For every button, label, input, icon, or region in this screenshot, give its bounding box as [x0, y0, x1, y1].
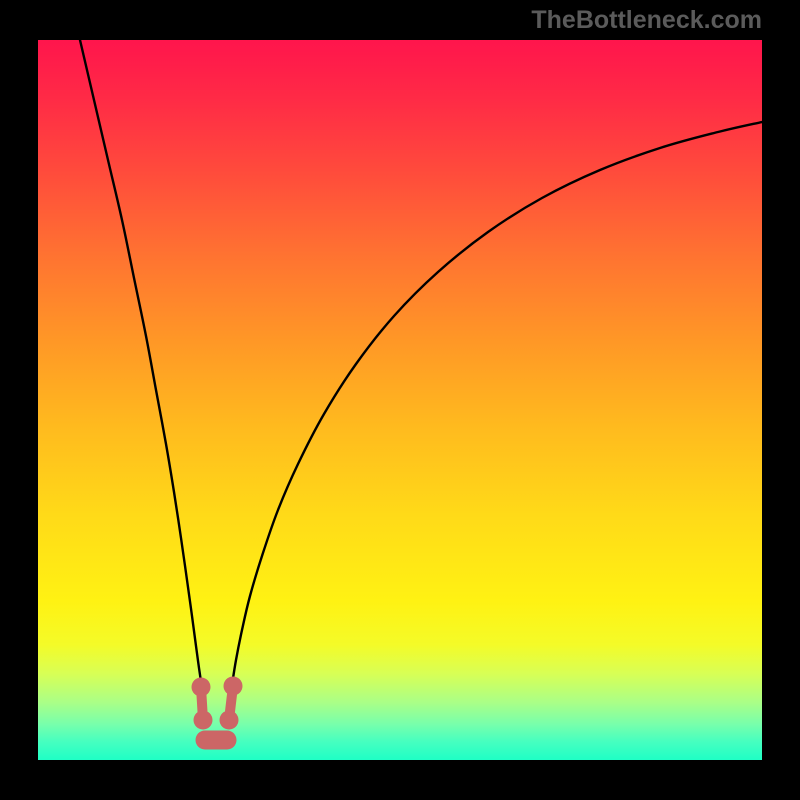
chart-svg: [38, 40, 762, 760]
outer-frame: TheBottleneck.com: [0, 0, 800, 800]
curve-right: [232, 122, 762, 685]
watermark-text: TheBottleneck.com: [531, 6, 762, 35]
marker-right-bottom: [220, 711, 239, 730]
marker-right-top: [224, 677, 243, 696]
marker-left-top: [192, 678, 211, 697]
curve-left: [80, 40, 202, 685]
plot-area: [38, 40, 762, 760]
marker-left-bottom: [194, 711, 213, 730]
